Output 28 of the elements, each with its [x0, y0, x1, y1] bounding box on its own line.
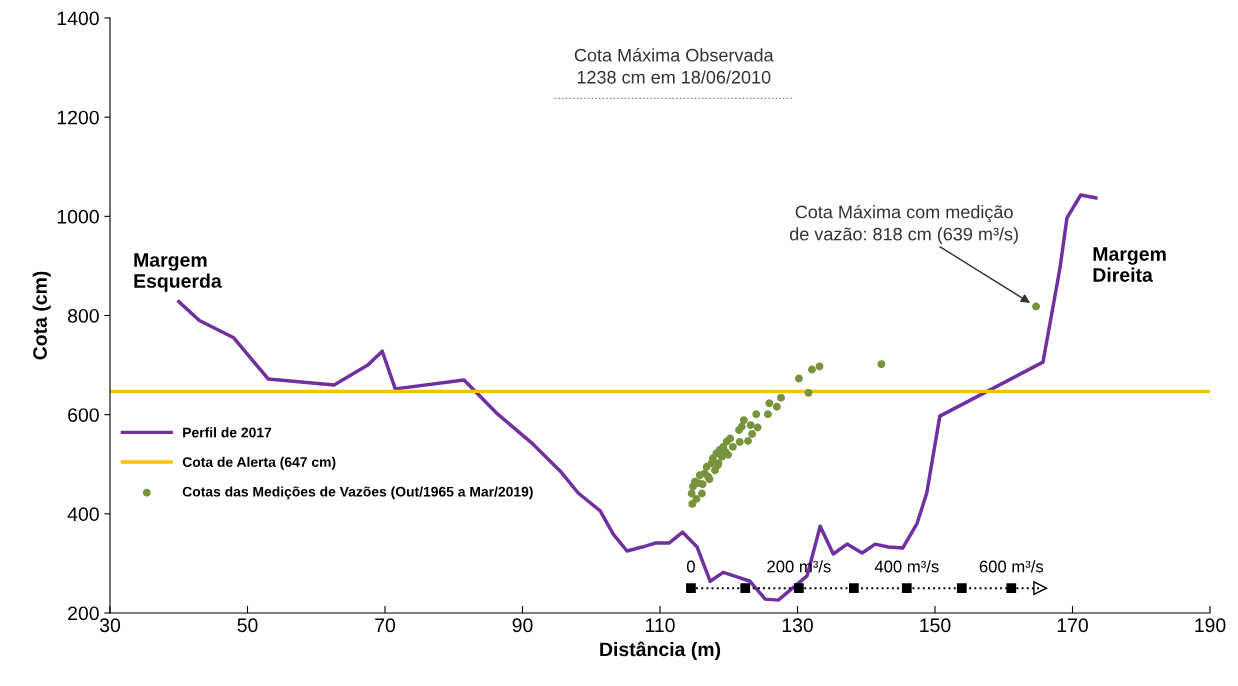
x-tick-label: 70	[375, 618, 396, 633]
x-tick-label: 50	[237, 618, 258, 633]
y-tick-label: 600	[68, 408, 99, 422]
x-tick-label: 110	[645, 618, 675, 633]
x-tick-label: 190	[1195, 618, 1226, 633]
x-tick-label: 30	[99, 618, 121, 633]
annotation: Margem Esquerda	[134, 253, 222, 292]
annotation: 600 m³/s	[979, 560, 1044, 573]
x-axis-title: Distância (m)	[600, 641, 721, 661]
y-tick-label: 1200	[57, 110, 99, 125]
y-tick-label: 1400	[57, 11, 99, 26]
y-tick-label: 200	[68, 606, 99, 621]
annotation: Cota Máxima Observada 1238 cm em 18/06/2010	[574, 48, 774, 84]
annotation: 0	[686, 560, 695, 573]
y-axis-title: Cota (cm)	[32, 271, 51, 360]
x-tick-label: 130	[782, 618, 813, 633]
legend-label: Perfil de 2017	[183, 427, 272, 438]
x-tick-label: 90	[512, 618, 533, 633]
annotation: Margem Direita	[1093, 247, 1166, 282]
annotation: 400 m³/s	[874, 560, 939, 573]
x-tick-label: 150	[920, 618, 951, 633]
annotation: Cota Máxima com medição de vazão: 818 cm (639 m³/s)	[789, 204, 1018, 245]
y-tick-label: 400	[67, 507, 99, 522]
x-tick-label: 170	[1057, 618, 1088, 633]
y-tick-label: 800	[67, 308, 99, 323]
legend-label: Cota de Alerta (647 cm)	[182, 456, 336, 470]
legend-label: Cotas das Medições de Vazões (Out/1965 a Mar/2019)	[182, 486, 533, 500]
y-tick-label: 1000	[57, 209, 99, 224]
